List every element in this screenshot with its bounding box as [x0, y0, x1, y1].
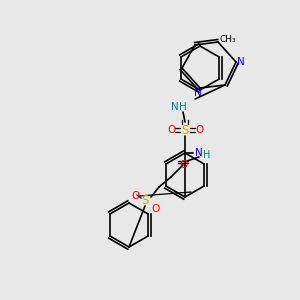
Text: O: O: [195, 125, 203, 135]
Text: N: N: [237, 57, 245, 67]
Text: N: N: [195, 148, 203, 158]
Text: S: S: [141, 194, 149, 208]
Text: O: O: [179, 160, 187, 170]
Text: N: N: [171, 102, 179, 112]
Text: H: H: [203, 150, 211, 160]
Text: N: N: [194, 88, 202, 98]
Text: O: O: [131, 191, 139, 201]
Text: H: H: [179, 102, 187, 112]
Text: O: O: [151, 204, 159, 214]
Text: CH₃: CH₃: [220, 34, 236, 43]
Text: O: O: [167, 125, 175, 135]
Text: S: S: [181, 124, 189, 136]
